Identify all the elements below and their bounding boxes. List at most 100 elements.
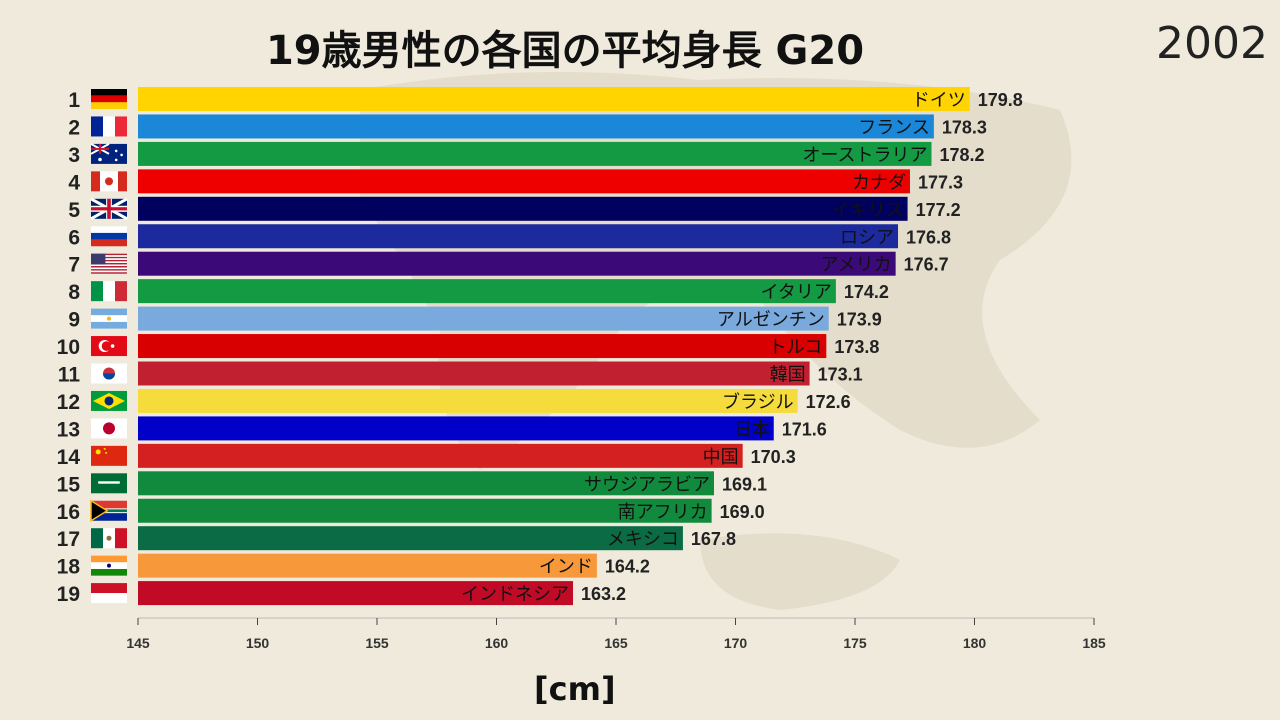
bar-group-france: 2 フランス 178.3: [68, 114, 987, 139]
flag-part: [91, 226, 127, 233]
bar-value-label: 164.2: [605, 557, 650, 577]
bar-value-label: 174.2: [844, 282, 889, 302]
bar-group-japan: 13 日本 171.6: [57, 416, 827, 441]
rank-label: 9: [68, 309, 80, 332]
flag-part: [91, 253, 106, 265]
flag-part: [103, 447, 106, 450]
bar: [138, 169, 910, 194]
bar-country-name: オーストラリア: [802, 145, 927, 166]
bar-value-label: 177.3: [918, 172, 963, 192]
flag-part: [91, 568, 127, 576]
turkey-flag-icon: [91, 336, 127, 357]
bar: [138, 388, 798, 413]
rank-label: 1: [68, 89, 80, 112]
flag-part: [91, 171, 100, 192]
rank-label: 12: [57, 391, 80, 414]
flag-part: [90, 499, 109, 523]
bar-group-australia: 3 オーストラリア 178.2: [68, 141, 985, 167]
rank-label: 7: [68, 254, 80, 277]
flag-part: [91, 583, 127, 594]
bar-group-turkey: 10 トルコ 173.8: [57, 334, 879, 359]
flag-part: [91, 255, 127, 257]
rank-label: 15: [57, 473, 81, 496]
bar-value-label: 171.6: [782, 419, 827, 439]
bar-value-label: 169.0: [720, 502, 765, 522]
flag-part: [115, 528, 127, 549]
bar-group-mexico: 17 メキシコ 167.8: [57, 526, 736, 551]
flag-part: [91, 269, 127, 271]
x-tick-label: 170: [724, 635, 748, 651]
x-tick-label: 180: [963, 635, 987, 651]
japan-flag-icon: [91, 418, 127, 439]
flag-part: [98, 157, 102, 162]
flag-part: [120, 153, 123, 157]
flag-part: [91, 270, 127, 273]
chart-title: 19歳男性の各国の平均身長 G20: [265, 28, 865, 74]
bar-country-name: サウジアラビア: [584, 474, 710, 495]
bar-value-label: 172.6: [806, 392, 851, 412]
bar: [138, 471, 714, 496]
flag-part: [91, 308, 127, 316]
uk-flag-icon: [90, 197, 128, 221]
bar-group-brazil: 12 ブラジル 172.6: [57, 388, 851, 414]
china-flag-icon: [91, 445, 127, 466]
bar: [138, 224, 899, 249]
flag-part: [114, 149, 118, 153]
rank-label: 13: [57, 418, 80, 441]
bar: [138, 334, 827, 359]
flag-part: [91, 281, 103, 302]
italy-flag-icon: [91, 281, 127, 302]
flag-part: [91, 232, 127, 240]
bar: [138, 306, 829, 331]
flag-part: [103, 281, 115, 302]
germany-flag-icon: [91, 89, 127, 109]
bar: [138, 87, 970, 111]
bar-group-germany: 1 ドイツ 179.8: [68, 87, 1023, 112]
rank-label: 2: [68, 116, 80, 139]
flag-part: [91, 266, 127, 268]
saudi-flag-icon: [91, 473, 127, 494]
australia-flag-icon: [90, 143, 127, 164]
flag-part: [105, 177, 113, 186]
bar-country-name: カナダ: [852, 172, 906, 193]
flag-part: [103, 422, 115, 435]
bar-group-russia: 6 ロシア 176.8: [68, 224, 951, 249]
flag-part: [104, 396, 114, 406]
flag-part: [107, 563, 111, 568]
bar-group-korea: 11 韓国 173.1: [58, 361, 863, 387]
rank-label: 8: [68, 281, 80, 304]
bar-group-uk: 5 イギリス 177.2: [68, 196, 961, 222]
bar-value-label: 173.1: [818, 365, 863, 385]
rank-label: 14: [57, 446, 81, 469]
rank-label: 11: [58, 364, 81, 387]
flag-part: [110, 344, 115, 348]
flag-part: [91, 253, 127, 256]
bar: [138, 196, 908, 221]
rank-label: 18: [57, 556, 81, 579]
indonesia-flag-icon: [91, 583, 127, 604]
rank-label: 4: [68, 171, 80, 194]
flag-part: [91, 593, 127, 604]
india-flag-icon: [91, 555, 127, 576]
bar-group-south-africa: 16 南アフリカ 169.0: [57, 498, 765, 524]
flag-part: [91, 89, 127, 96]
bar-group-argentina: 9 アルゼンチン 173.9: [68, 306, 882, 332]
x-tick-label: 165: [604, 635, 628, 651]
bar-group-canada: 4 カナダ 177.3: [68, 169, 963, 194]
flag-part: [91, 262, 127, 265]
bar-group-italy: 8 イタリア 174.2: [68, 279, 889, 304]
russia-flag-icon: [91, 226, 127, 247]
year-label: 2002: [1156, 18, 1268, 69]
argentina-flag-icon: [91, 308, 127, 329]
bar-value-label: 177.2: [916, 200, 961, 220]
rank-label: 17: [57, 528, 80, 551]
bar-value-label: 178.2: [939, 145, 984, 165]
bar: [138, 581, 573, 606]
rank-label: 16: [57, 501, 80, 524]
bar-country-name: 日本: [734, 419, 770, 440]
bar-value-label: 170.3: [751, 447, 796, 467]
flag-part: [115, 281, 127, 302]
bars: 1 ドイツ 179.8 2 フランス 178.3 3 オーストラリア 178.2 4 カナダ 177.…: [57, 87, 1023, 606]
bar-group-indonesia: 19 インドネシア 163.2: [57, 581, 626, 606]
